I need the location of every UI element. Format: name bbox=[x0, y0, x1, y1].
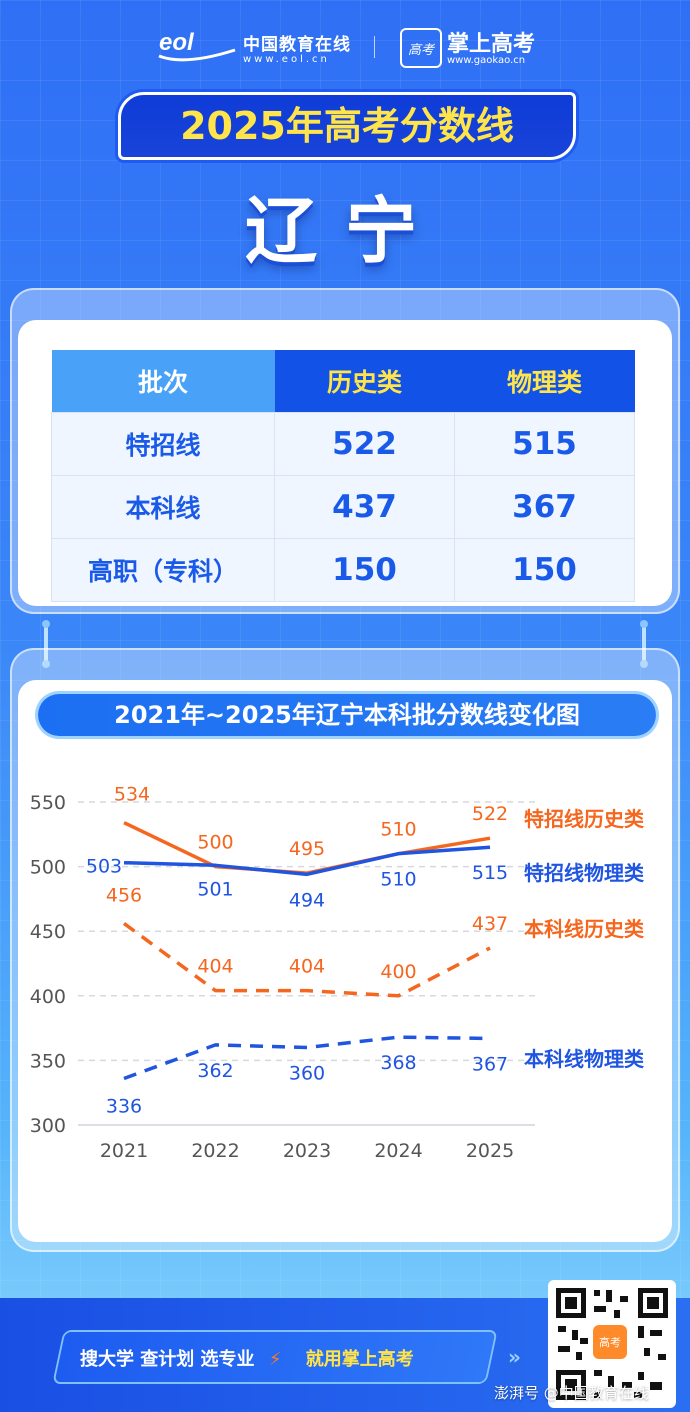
chain-dot bbox=[42, 620, 50, 628]
header-divider bbox=[374, 36, 375, 58]
table-row: 本科线 437 367 bbox=[51, 475, 635, 539]
title-banner: 2025年高考分数线 bbox=[118, 92, 576, 160]
data-label: 437 bbox=[472, 913, 508, 935]
physics-score: 150 bbox=[454, 538, 635, 602]
data-label: 534 bbox=[114, 784, 150, 806]
header-physics: 物理类 bbox=[454, 350, 635, 413]
y-tick-label: 450 bbox=[30, 921, 66, 943]
row-label: 高职（专科） bbox=[51, 538, 275, 602]
y-tick-label: 550 bbox=[30, 792, 66, 814]
row-label: 特招线 bbox=[51, 412, 275, 476]
chain-dot bbox=[42, 660, 50, 668]
data-label: 522 bbox=[472, 803, 508, 825]
y-tick-label: 300 bbox=[30, 1115, 66, 1137]
series-line-3 bbox=[122, 922, 491, 998]
legend-label: 特招线历史类 bbox=[524, 807, 644, 831]
legend-label: 本科线物理类 bbox=[524, 1047, 644, 1071]
score-table: 批次 历史类 物理类 特招线 522 515 本科线 437 367 高职（专科… bbox=[51, 350, 635, 602]
physics-score: 515 bbox=[454, 412, 635, 476]
data-label: 367 bbox=[472, 1053, 508, 1075]
table-row: 高职（专科） 150 150 bbox=[51, 538, 635, 602]
chart-card bbox=[18, 680, 672, 1242]
data-label: 456 bbox=[106, 884, 142, 906]
lightning-icon: ⚡ bbox=[268, 1349, 282, 1370]
data-label: 503 bbox=[86, 856, 122, 878]
slogan: 搜大学 查计划 选专业 ⚡ 就用掌上高考 bbox=[80, 1345, 414, 1371]
svg-text:eol: eol bbox=[159, 29, 195, 56]
slogan-text: 搜大学 查计划 选专业 bbox=[80, 1349, 255, 1370]
qr-code[interactable]: 高考 bbox=[548, 1280, 676, 1408]
chart-title: 2021年~2025年辽宁本科批分数线变化图 bbox=[114, 701, 580, 729]
chain-right bbox=[642, 624, 646, 664]
y-tick-label: 500 bbox=[30, 857, 66, 879]
legend-label: 特招线物理类 bbox=[524, 861, 644, 885]
data-label: 336 bbox=[106, 1095, 142, 1117]
data-label: 500 bbox=[197, 832, 233, 854]
eol-brand-name: 中国教育在线 bbox=[243, 35, 351, 55]
province-title: 辽宁 bbox=[244, 189, 445, 273]
chain-dot bbox=[640, 660, 648, 668]
history-score: 437 bbox=[274, 475, 455, 539]
line-chart: 300 350 400 450 500 550 2021 2022 2023 2024 2025 53… bbox=[30, 784, 644, 1162]
gaokao-brand-name: 掌上高考 bbox=[447, 32, 536, 57]
slogan-accent: 就用掌上高考 bbox=[305, 1349, 414, 1370]
data-label: 400 bbox=[380, 961, 416, 983]
data-label: 360 bbox=[289, 1062, 325, 1084]
data-label: 404 bbox=[289, 956, 325, 978]
x-tick-label: 2024 bbox=[374, 1140, 422, 1162]
qr-logo-icon: 高考 bbox=[593, 1325, 627, 1359]
eol-brand-url: www.eol.cn bbox=[243, 54, 330, 65]
x-tick-label: 2023 bbox=[283, 1140, 331, 1162]
row-label: 本科线 bbox=[51, 475, 275, 539]
y-tick-label: 350 bbox=[30, 1050, 66, 1072]
header-batch: 批次 bbox=[51, 350, 275, 413]
table-row: 特招线 522 515 bbox=[51, 412, 635, 476]
gaokao-logo-icon: 高考 bbox=[400, 28, 442, 68]
chain-left bbox=[44, 624, 48, 664]
data-label: 404 bbox=[197, 956, 233, 978]
chevrons-right-icon: » bbox=[508, 1345, 521, 1369]
x-tick-label: 2022 bbox=[191, 1140, 239, 1162]
data-label: 510 bbox=[380, 869, 416, 891]
x-tick-label: 2025 bbox=[466, 1140, 514, 1162]
data-label: 494 bbox=[289, 889, 325, 911]
score-table-header: 批次 历史类 物理类 bbox=[51, 350, 635, 413]
page-title: 2025年高考分数线 bbox=[180, 104, 514, 148]
data-label: 501 bbox=[197, 878, 233, 900]
qr-pattern-icon bbox=[556, 1288, 668, 1400]
physics-score: 367 bbox=[454, 475, 635, 539]
data-label: 510 bbox=[380, 819, 416, 841]
eol-logo-icon: eol bbox=[158, 29, 236, 62]
history-score: 150 bbox=[274, 538, 455, 602]
data-label: 495 bbox=[289, 838, 325, 860]
data-label: 368 bbox=[380, 1052, 416, 1074]
chain-dot bbox=[640, 620, 648, 628]
y-tick-label: 400 bbox=[30, 986, 66, 1008]
data-label: 515 bbox=[472, 862, 508, 884]
chart-title-banner: 2021年~2025年辽宁本科批分数线变化图 bbox=[38, 694, 656, 736]
series-line-2 bbox=[123, 845, 491, 877]
header-history: 历史类 bbox=[274, 350, 455, 413]
watermark: 澎湃号 @中国教育在线 bbox=[494, 1384, 649, 1402]
data-label: 362 bbox=[197, 1060, 233, 1082]
series-line-4 bbox=[123, 1035, 491, 1081]
x-tick-label: 2021 bbox=[100, 1140, 148, 1162]
gaokao-brand-url: www.gaokao.cn bbox=[447, 55, 526, 66]
header: eol 中国教育在线 www.eol.cn 高考 掌上高考 www.gaokao… bbox=[0, 22, 690, 72]
legend-label: 本科线历史类 bbox=[524, 917, 644, 941]
history-score: 522 bbox=[274, 412, 455, 476]
